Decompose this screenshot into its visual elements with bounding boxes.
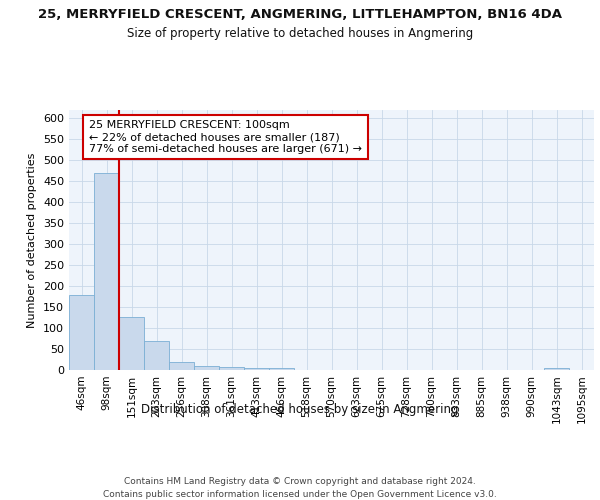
Text: Distribution of detached houses by size in Angmering: Distribution of detached houses by size … [141, 402, 459, 415]
Text: Size of property relative to detached houses in Angmering: Size of property relative to detached ho… [127, 28, 473, 40]
Y-axis label: Number of detached properties: Number of detached properties [28, 152, 37, 328]
Bar [169, 362, 194, 370]
Text: 25, MERRYFIELD CRESCENT, ANGMERING, LITTLEHAMPTON, BN16 4DA: 25, MERRYFIELD CRESCENT, ANGMERING, LITT… [38, 8, 562, 20]
Bar [244, 368, 269, 370]
Bar [69, 296, 94, 370]
Text: Contains HM Land Registry data © Crown copyright and database right 2024.
Contai: Contains HM Land Registry data © Crown c… [103, 478, 497, 499]
Bar [119, 317, 144, 370]
Bar [219, 367, 244, 370]
Text: 25 MERRYFIELD CRESCENT: 100sqm
← 22% of detached houses are smaller (187)
77% of: 25 MERRYFIELD CRESCENT: 100sqm ← 22% of … [89, 120, 362, 154]
Bar [94, 174, 119, 370]
Bar [269, 368, 294, 370]
Bar [144, 340, 169, 370]
Bar [194, 366, 219, 370]
Bar [544, 368, 569, 370]
